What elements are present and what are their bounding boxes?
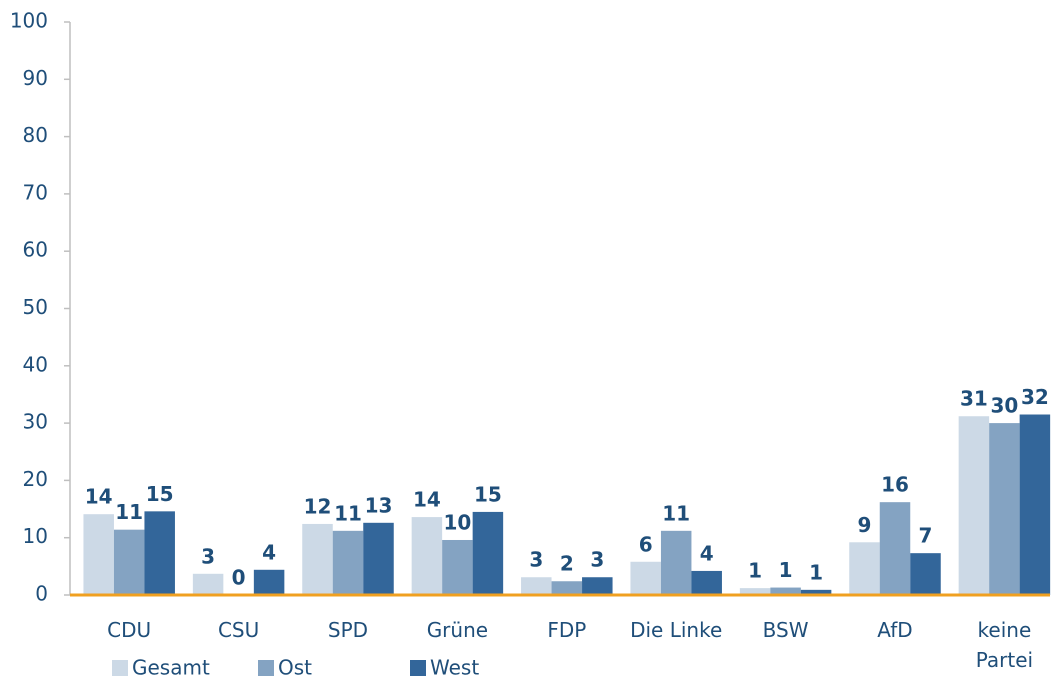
value-label: 1 [809,560,823,584]
value-label: 11 [115,500,143,524]
value-label: 1 [779,558,793,582]
y-tick-label: 0 [35,582,48,606]
value-label: 14 [85,485,113,509]
bar [691,570,722,595]
bar [83,514,114,595]
y-tick-label: 80 [23,123,48,147]
value-label: 11 [334,501,362,525]
bar [442,539,473,595]
bar [582,577,613,595]
y-tick-label: 60 [23,238,48,262]
value-label: 10 [443,510,471,534]
legend-swatch [112,660,128,676]
value-label: 4 [700,541,714,565]
y-tick-label: 70 [23,180,48,204]
bar [144,511,175,595]
bar [192,573,224,595]
bar [630,561,661,595]
value-label: 4 [262,540,276,564]
legend-swatch [410,660,426,676]
x-tick-label: Die Linke [630,618,723,642]
y-tick-label: 30 [23,410,48,434]
y-tick-label: 50 [23,295,48,319]
legend-label: Ost [278,656,312,680]
bar [411,517,443,595]
x-tick-label: keine Partei [975,618,1034,672]
x-tick-label: BSW [762,618,809,642]
bar [849,542,880,595]
value-label: 13 [365,493,393,517]
value-label: 3 [529,548,543,572]
bar [660,530,692,595]
legend-swatch [258,660,274,676]
bar [958,416,990,595]
x-tick-label: CSU [217,618,260,642]
value-label: 2 [560,552,574,576]
value-label: 15 [474,482,502,506]
bar [770,587,801,595]
bar [910,553,941,595]
value-label: 15 [146,482,174,506]
x-tick-label: CDU [107,618,152,642]
bar [521,577,552,595]
value-label: 3 [201,544,215,568]
value-label: 12 [304,494,332,518]
bar [1019,414,1051,595]
bar [363,522,394,595]
value-label: 32 [1021,385,1049,409]
y-tick-label: 40 [23,352,48,376]
bar [332,530,364,595]
bar [800,589,832,595]
y-tick-label: 20 [23,467,48,491]
bar [989,423,1020,595]
value-label: 14 [413,488,441,512]
value-label: 9 [858,513,872,537]
value-label: 31 [960,387,988,411]
bar [253,569,285,595]
bar [472,511,504,595]
value-label: 0 [232,566,246,590]
value-label: 30 [990,394,1018,418]
x-tick-label: SPD [327,618,369,642]
bar [302,523,333,595]
value-label: 7 [919,524,933,548]
value-label: 16 [881,473,909,497]
value-label: 1 [748,559,762,583]
x-tick-label: FDP [547,618,587,642]
bar [113,529,145,595]
x-tick-label: AfD [877,618,913,642]
value-label: 3 [590,548,604,572]
y-tick-label: 100 [10,9,48,33]
y-tick-label: 10 [23,524,48,548]
y-tick-label: 90 [23,66,48,90]
bar [879,502,911,595]
bar [551,581,583,595]
legend-label: West [430,656,479,680]
value-label: 6 [639,532,653,556]
bar [739,588,771,595]
x-tick-label: Grüne [426,618,489,642]
value-label: 11 [662,501,690,525]
legend-label: Gesamt [132,656,210,680]
